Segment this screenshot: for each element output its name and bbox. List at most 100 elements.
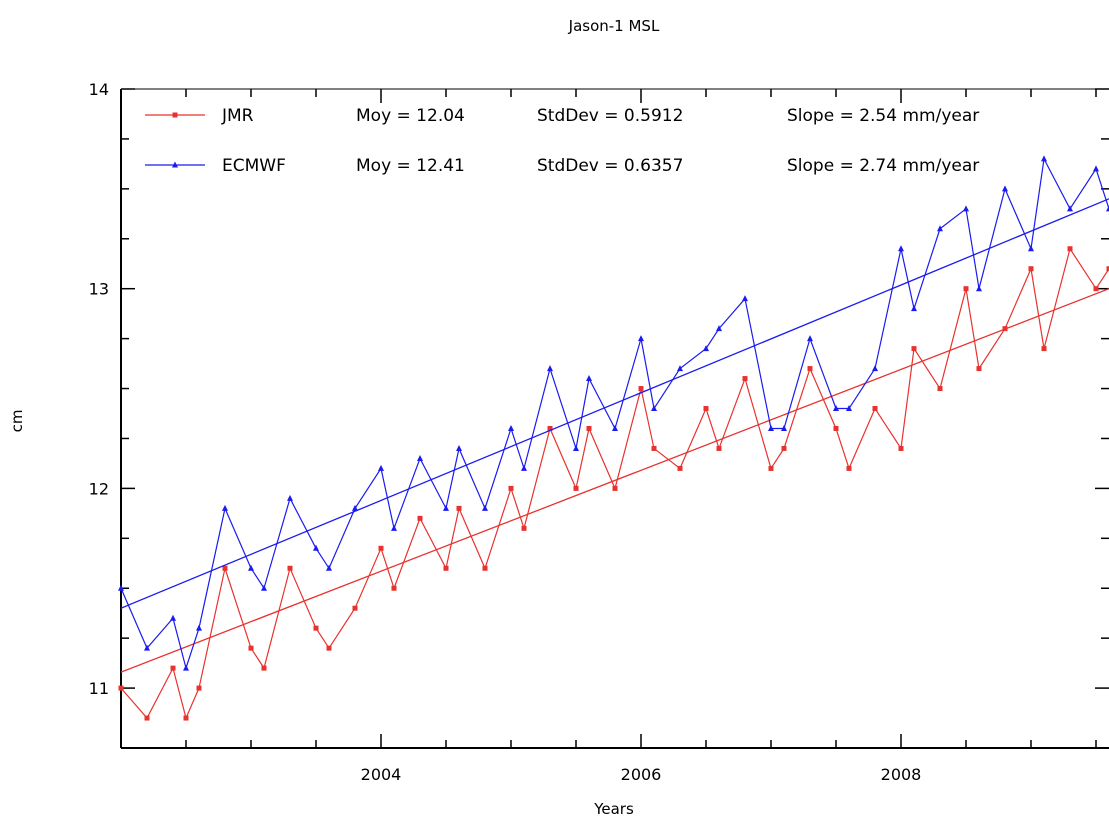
data-point xyxy=(638,386,644,392)
data-point xyxy=(937,386,943,392)
data-point xyxy=(183,664,189,671)
series-ecmwf xyxy=(118,155,1109,671)
data-point xyxy=(846,405,852,412)
data-point xyxy=(508,485,514,491)
data-point xyxy=(170,665,176,671)
data-point xyxy=(417,454,423,461)
x-tick-label: 2008 xyxy=(881,765,922,784)
data-point xyxy=(742,376,748,382)
chart-title: Jason-1 MSL xyxy=(568,17,660,35)
data-point xyxy=(352,605,358,611)
data-point xyxy=(846,465,852,471)
data-point xyxy=(482,565,488,571)
data-point xyxy=(586,375,592,382)
series-jmr xyxy=(118,246,1109,721)
data-point xyxy=(118,584,124,591)
data-point xyxy=(417,515,423,521)
data-point xyxy=(547,365,553,372)
data-point xyxy=(248,645,254,651)
data-point xyxy=(573,485,579,491)
data-point xyxy=(677,365,683,372)
data-point xyxy=(911,346,917,352)
data-point xyxy=(261,584,267,591)
data-point xyxy=(781,445,787,451)
data-point xyxy=(170,614,176,621)
data-point xyxy=(326,645,332,651)
data-point xyxy=(833,405,839,412)
data-point xyxy=(313,625,319,631)
data-point xyxy=(612,424,618,431)
data-point xyxy=(196,685,202,691)
data-point xyxy=(248,564,254,571)
series-line-ecmwf xyxy=(120,156,1109,671)
data-point xyxy=(976,285,982,292)
y-tick-label: 13 xyxy=(89,280,109,299)
data-point xyxy=(391,585,397,591)
legend-row-ecmwf: ECMWF Moy = 12.41 StdDev = 0.6357 Slope = 2… xyxy=(145,156,979,176)
data-point xyxy=(521,525,527,531)
data-point xyxy=(716,445,722,451)
data-point xyxy=(872,406,878,412)
data-point xyxy=(742,295,748,302)
data-point xyxy=(183,715,189,721)
data-point xyxy=(443,565,449,571)
data-point xyxy=(651,405,657,412)
data-point xyxy=(1002,326,1008,332)
data-point xyxy=(261,665,267,671)
data-point xyxy=(1041,346,1047,352)
x-axis-title: Years xyxy=(593,800,634,818)
data-point xyxy=(1002,185,1008,192)
data-point xyxy=(937,225,943,232)
data-point xyxy=(456,505,462,511)
legend-marker xyxy=(172,112,178,118)
data-point xyxy=(1028,245,1034,252)
data-point xyxy=(807,366,813,372)
data-point xyxy=(651,445,657,451)
legend-stddev: StdDev = 0.5912 xyxy=(537,106,683,126)
data-point xyxy=(482,504,488,511)
data-point xyxy=(768,424,774,431)
data-point xyxy=(703,345,709,352)
data-point xyxy=(911,305,917,312)
legend-mean: Moy = 12.41 xyxy=(356,156,465,176)
data-point xyxy=(716,325,722,332)
legend-row-jmr: JMR Moy = 12.04 StdDev = 0.5912 Slope = 2.5… xyxy=(145,106,979,126)
data-point xyxy=(703,406,709,412)
data-point xyxy=(1093,165,1099,172)
data-point xyxy=(547,425,553,431)
data-point xyxy=(638,335,644,342)
data-point xyxy=(521,464,527,471)
data-point xyxy=(326,564,332,571)
y-tick-label: 12 xyxy=(89,479,109,498)
legend-name: JMR xyxy=(221,106,254,126)
data-point xyxy=(898,445,904,451)
data-point xyxy=(768,465,774,471)
data-point xyxy=(612,485,618,491)
trend-line-jmr xyxy=(120,288,1109,673)
data-point xyxy=(807,335,813,342)
data-point xyxy=(222,504,228,511)
data-point xyxy=(508,424,514,431)
data-point xyxy=(287,494,293,501)
plot-axes: 2004 2006 2008 11 12 13 14 xyxy=(89,80,1109,784)
trend-line-ecmwf xyxy=(120,198,1109,609)
legend-slope: Slope = 2.74 mm/year xyxy=(787,156,979,176)
y-axis-title: cm xyxy=(8,410,26,433)
legend: JMR Moy = 12.04 StdDev = 0.5912 Slope = 2.5… xyxy=(145,106,979,176)
data-point xyxy=(196,624,202,631)
data-point xyxy=(391,524,397,531)
data-point xyxy=(963,205,969,212)
data-point xyxy=(456,444,462,451)
legend-name: ECMWF xyxy=(222,156,286,176)
data-point xyxy=(872,365,878,372)
data-point xyxy=(1067,246,1073,252)
data-point xyxy=(586,425,592,431)
series-line-jmr xyxy=(120,247,1109,720)
data-point xyxy=(1093,286,1099,292)
data-point xyxy=(1106,205,1109,212)
legend-marker xyxy=(172,161,178,168)
y-tick-label: 14 xyxy=(89,80,109,99)
data-point xyxy=(378,464,384,471)
data-point xyxy=(378,545,384,551)
data-point xyxy=(443,504,449,511)
